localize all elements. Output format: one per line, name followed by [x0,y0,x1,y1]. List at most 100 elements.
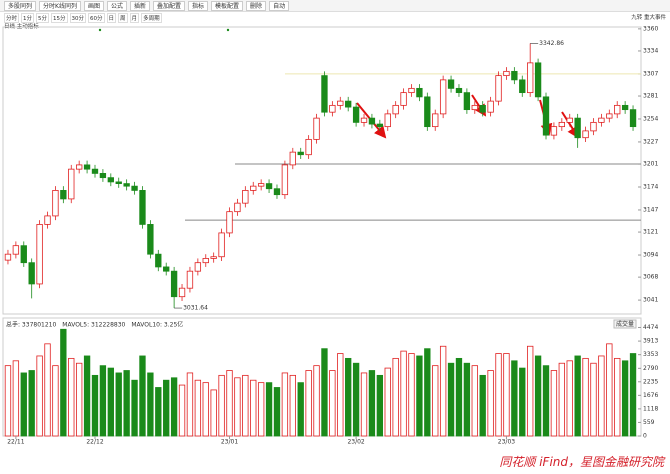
candle-body [598,117,605,123]
period-button[interactable]: 60分 [88,13,105,23]
period-button[interactable]: 分时 [4,13,20,23]
price-frame [2,26,642,315]
candle-body [75,164,83,170]
y-tick-label: 3281 [643,93,658,100]
period-button[interactable]: 多周期 [141,13,162,23]
y-tick-label: 0 [643,433,647,440]
volume-bar [408,353,415,437]
candle-body [629,109,637,128]
period-button[interactable]: 1分 [21,13,35,23]
y-tick-label: 3201 [643,161,658,168]
candle-body [202,258,209,264]
volume-bar [202,382,209,437]
volume-bar [384,367,391,437]
candle-body [582,130,589,139]
volume-bar [479,374,486,437]
candle-body [614,104,621,115]
candle-body [511,70,518,81]
toolbar-button[interactable]: 插新 [129,1,150,11]
candle-body [519,79,526,94]
candle-body [376,123,384,128]
candle-body [424,96,431,128]
annotation: 3031.64 [183,305,208,312]
period-button[interactable]: 15分 [51,13,68,23]
volume-bar [337,353,344,437]
y-tick-label: 3334 [643,47,658,54]
y-tick-label: 3094 [643,252,658,259]
volume-bar [495,353,502,437]
volume-bar [614,357,621,437]
toolbar-button[interactable]: 自动 [269,1,290,11]
toolbar: 多股同列 分时K线同列 画图 公式 插新 叠加配置 指标 模板配置 删除 自动 [0,0,670,12]
candle-body [44,215,51,225]
candle-body [534,62,542,98]
volume-bar [558,362,566,437]
candle-body [99,173,107,179]
candle-body [345,100,352,108]
volume-bar [273,387,281,437]
period-button[interactable]: 月 [129,13,140,23]
toolbar-button[interactable]: 多股同列 [4,1,37,11]
period-button[interactable]: 5分 [36,13,50,23]
volume-bar [534,355,542,437]
y-tick-label: 4474 [643,324,658,331]
toolbar-button[interactable]: 分时K线同列 [39,1,81,11]
candle-body [495,75,502,102]
volume-bar [36,355,43,437]
volume-bar [75,362,83,437]
toolbar-button[interactable]: 指标 [188,1,209,11]
candle-body [250,185,257,191]
toolbar-button[interactable]: 公式 [106,1,127,11]
volume-bar [60,328,67,437]
y-tick-label: 3041 [643,297,658,304]
candle-body [471,104,478,111]
volume-bar [218,374,225,437]
candle-body [28,262,35,285]
toolbar-button[interactable]: 模板配置 [211,1,244,11]
volume-bar [250,379,257,437]
candle-body [265,183,273,190]
period-button[interactable]: 周 [118,13,128,23]
toolbar-button[interactable]: 删除 [246,1,267,11]
volume-button[interactable]: 成交量 [616,320,634,328]
volume-bar [329,370,336,437]
volume-bar [519,367,526,437]
volume-bar [20,372,27,437]
volume-bar [234,377,241,437]
volume-bar [52,365,59,437]
y-tick-label: 3913 [643,338,658,345]
annotation: 3342.86 [539,40,564,47]
period-button[interactable]: 日 [106,13,117,23]
candle-body [163,266,170,272]
volume-bar [194,379,202,437]
candle-body [408,87,415,94]
x-tick-label: 23/02 [347,439,364,446]
x-tick-label: 23/01 [221,439,238,446]
volume-bar [226,370,233,437]
volume-bar [242,374,249,437]
y-tick-label: 2235 [643,378,658,385]
volume-bar [416,355,423,437]
candle-body [257,183,265,187]
volume-bar [360,372,368,437]
toolbar-button[interactable]: 叠加配置 [153,1,186,11]
period-button[interactable]: 30分 [69,13,87,23]
candle-body [447,79,455,89]
volume-header: MAVOL5: 312228830 [62,322,125,329]
candle-body [574,117,581,139]
volume-bar [186,372,194,437]
y-tick-label: 3254 [643,115,658,122]
candle-body [621,104,629,111]
candle-body [226,211,233,234]
volume-bar [123,370,130,437]
candle-body [329,104,336,113]
candle-body [68,168,75,200]
candle-body [305,138,312,156]
volume-header: MAVOL10: 3.25亿 [131,321,183,329]
volume-bar [566,360,573,437]
toolbar-button[interactable]: 画图 [83,1,104,11]
volume-bar [606,343,613,437]
volume-bar [582,357,589,437]
candle-body [337,100,344,106]
volume-bar [12,360,20,437]
